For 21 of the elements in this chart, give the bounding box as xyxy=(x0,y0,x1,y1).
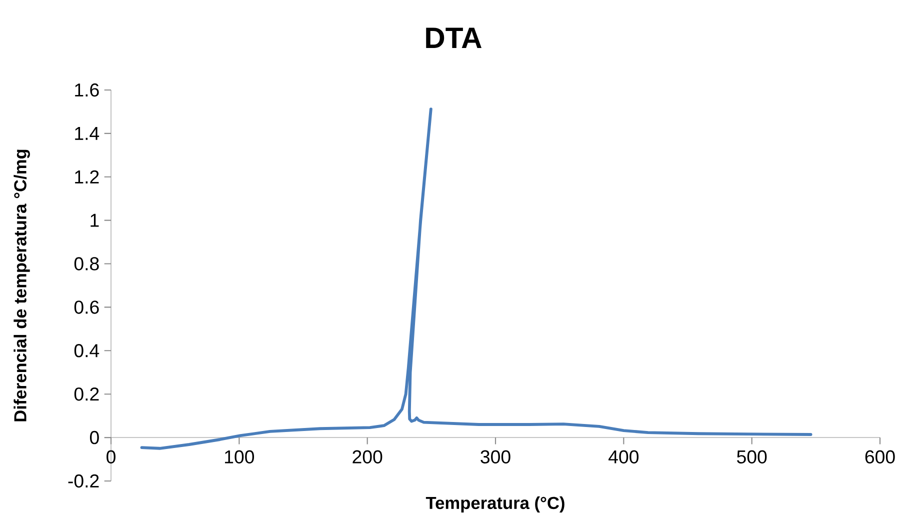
y-tick-label: 0.4 xyxy=(74,344,100,358)
x-tick-label: 200 xyxy=(352,450,382,464)
x-tick-label: 0 xyxy=(106,450,116,464)
chart-title: DTA xyxy=(426,28,482,48)
x-tick-label: 100 xyxy=(225,450,254,464)
x-axis-title: Temperatura (°C) xyxy=(426,496,564,513)
x-tick-label: 400 xyxy=(608,450,639,464)
y-tick-label: 0 xyxy=(90,430,99,444)
x-tick-label: 500 xyxy=(737,450,767,464)
line-series xyxy=(140,108,812,450)
y-tick-label: 1 xyxy=(90,214,99,227)
y-tick-label: 0.2 xyxy=(74,387,99,401)
x-tick-label: 600 xyxy=(865,450,895,464)
y-axis-title: Diferencial de temperatura °C/mg xyxy=(14,150,30,422)
y-tick-label: -0.2 xyxy=(68,474,99,488)
x-tick-label: 300 xyxy=(480,450,510,464)
y-tick-label: 1.4 xyxy=(75,127,100,140)
y-tick-label: 0.6 xyxy=(74,300,99,314)
y-tick-label: 1.6 xyxy=(75,83,99,97)
y-tick-label: 0.8 xyxy=(74,257,99,270)
y-tick-label: 1.2 xyxy=(75,170,99,184)
